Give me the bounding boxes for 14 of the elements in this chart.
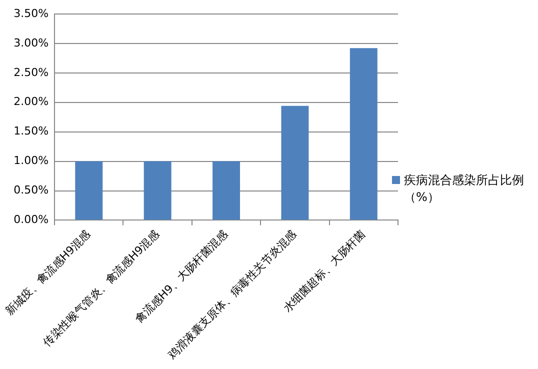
y-tick-label: 1.00%	[14, 154, 49, 168]
y-tick-label: 0.50%	[14, 184, 49, 197]
y-tick-label: 2.00%	[14, 95, 49, 108]
y-tick-label: 0.00%	[14, 213, 49, 226]
y-tick-label: 3.00%	[14, 36, 49, 50]
bar	[281, 106, 309, 220]
y-tick-label: 1.50%	[14, 124, 49, 138]
legend-label: 疾病混合感染所占比例（%）	[404, 172, 525, 206]
bar	[212, 161, 240, 220]
bar	[350, 48, 378, 220]
bar	[144, 161, 172, 220]
y-tick-label: 3.50%	[14, 6, 49, 20]
y-tick-label: 2.50%	[14, 66, 49, 79]
bar	[75, 161, 103, 220]
